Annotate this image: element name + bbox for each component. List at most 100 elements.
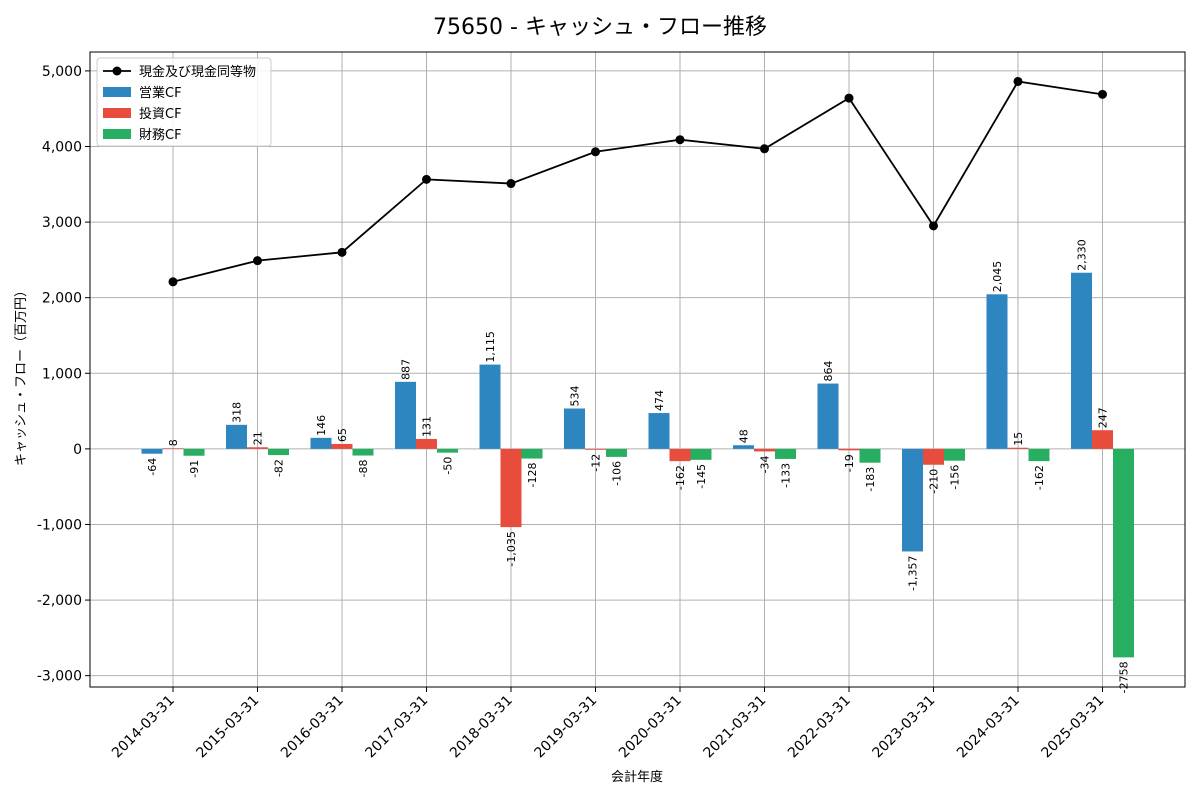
y-tick-label: -3,000 bbox=[37, 669, 82, 685]
bar-operating bbox=[1071, 272, 1092, 449]
bar-financing bbox=[1113, 448, 1134, 658]
bar-financing bbox=[352, 448, 374, 456]
grid-lines bbox=[90, 52, 1185, 687]
bar-operating bbox=[817, 383, 839, 449]
x-tick-label: 2024-03-31 bbox=[954, 693, 1023, 762]
x-tick-label: 2014-03-31 bbox=[109, 693, 178, 762]
bar-value-label: -82 bbox=[273, 459, 286, 477]
x-tick-label: 2017-03-31 bbox=[362, 693, 431, 762]
cash-equivalents-point bbox=[422, 174, 431, 184]
bar-investing bbox=[416, 438, 437, 449]
bar-value-label: 474 bbox=[653, 390, 666, 411]
x-tick-label: 2018-03-31 bbox=[447, 693, 516, 762]
line-layer bbox=[168, 76, 1107, 287]
bar-financing bbox=[944, 448, 965, 461]
bar-value-label: -106 bbox=[611, 461, 624, 486]
y-tick-label: -1,000 bbox=[37, 517, 82, 533]
legend-label: 投資CF bbox=[139, 106, 182, 122]
bar-value-label: -1,035 bbox=[505, 531, 518, 566]
cash-equivalents-line bbox=[172, 80, 1103, 283]
bar-value-label: 48 bbox=[738, 429, 751, 443]
bar-value-label: 65 bbox=[336, 428, 349, 442]
y-axis-ticks: -3,000 -2,000 -1,000 0 1,000 2,000 3,000 4,000 5… bbox=[37, 64, 90, 685]
y-tick-label: 3,000 bbox=[42, 215, 82, 231]
y-tick-label: 5,000 bbox=[42, 64, 82, 80]
bar-investing bbox=[1007, 447, 1029, 449]
bar-value-label: -1,357 bbox=[907, 555, 920, 590]
bar-value-label: -64 bbox=[146, 458, 159, 476]
bar-value-label: 2,330 bbox=[1076, 239, 1089, 271]
cash-equivalents-point bbox=[675, 135, 685, 145]
plot-area bbox=[90, 52, 1185, 687]
legend-bar-swatch bbox=[103, 108, 131, 118]
y-tick-label: 1,000 bbox=[42, 366, 82, 382]
y-tick-label: 4,000 bbox=[42, 139, 82, 155]
bar-value-label: 247 bbox=[1097, 407, 1110, 428]
legend-box bbox=[96, 57, 272, 147]
cash-equivalents-point bbox=[168, 277, 178, 287]
bar-operating bbox=[986, 294, 1008, 449]
bar-value-label: 318 bbox=[231, 402, 244, 423]
bar-financing bbox=[437, 448, 458, 453]
bar-financing bbox=[521, 448, 543, 459]
legend-bar-swatch bbox=[103, 129, 131, 139]
bar-value-label: -88 bbox=[357, 460, 370, 478]
bar-value-label: -162 bbox=[1033, 465, 1046, 490]
x-tick-label: 2023-03-31 bbox=[869, 693, 938, 762]
bar-value-label: -34 bbox=[759, 455, 772, 473]
cash-equivalents-point bbox=[506, 179, 516, 189]
bar-investing bbox=[923, 448, 944, 465]
legend-label: 営業CF bbox=[139, 85, 182, 101]
bar-operating bbox=[648, 413, 670, 449]
bar-value-label: 864 bbox=[822, 361, 835, 382]
bar-financing bbox=[268, 448, 289, 456]
bar-value-label: -210 bbox=[928, 469, 941, 494]
x-tick-label: 2015-03-31 bbox=[193, 693, 262, 762]
bar-value-label: -19 bbox=[843, 454, 856, 472]
bar-value-label: 887 bbox=[400, 359, 413, 380]
bar-operating bbox=[141, 448, 163, 454]
bar-value-label: 15 bbox=[1012, 432, 1025, 446]
cash-equivalents-point bbox=[253, 256, 262, 266]
bar-investing bbox=[838, 448, 860, 451]
x-tick-label: 2020-03-31 bbox=[616, 693, 685, 762]
y-tick-label: -2,000 bbox=[37, 593, 82, 609]
plot-border bbox=[89, 51, 1186, 688]
cash-equivalents-point bbox=[929, 221, 938, 231]
cash-equivalents-point bbox=[760, 144, 769, 154]
bar-value-label: 8 bbox=[167, 439, 180, 446]
bar-operating bbox=[902, 448, 923, 552]
bar-operating bbox=[226, 424, 247, 449]
y-axis-label: キャッシュ・フロー（百万円） bbox=[14, 284, 29, 466]
bar-operating bbox=[564, 408, 585, 449]
legend-bar-swatch bbox=[103, 87, 131, 97]
bar-investing bbox=[247, 447, 268, 449]
bar-financing bbox=[859, 448, 881, 463]
bar-financing bbox=[183, 448, 205, 456]
cash-equivalents-point bbox=[844, 93, 854, 103]
x-tick-label: 2019-03-31 bbox=[531, 693, 600, 762]
bar-value-label: -50 bbox=[442, 457, 455, 475]
cash-equivalents-point bbox=[591, 147, 600, 157]
bar-value-label: -162 bbox=[674, 465, 687, 490]
bar-operating bbox=[310, 437, 332, 449]
cash-equivalents-point bbox=[1013, 76, 1023, 86]
bar-investing bbox=[1092, 430, 1113, 449]
bar-financing bbox=[1028, 448, 1050, 462]
bar-investing bbox=[669, 448, 691, 462]
x-axis-label: 会計年度 bbox=[611, 769, 663, 785]
bar-value-label: 131 bbox=[421, 416, 434, 437]
bar-value-label: 21 bbox=[252, 431, 265, 445]
chart-title: 75650 - キャッシュ・フロー推移 bbox=[433, 15, 767, 40]
bar-financing bbox=[775, 448, 796, 459]
x-axis-ticks: 2014-03-31 2015-03-31 2016-03-31 2017-03-31… bbox=[109, 687, 1107, 761]
cash-equivalents-point bbox=[1098, 89, 1107, 99]
x-tick-label: 2016-03-31 bbox=[278, 693, 347, 762]
x-tick-label: 2021-03-31 bbox=[700, 693, 769, 762]
bar-value-label: -2758 bbox=[1118, 661, 1131, 693]
bar-value-label: -183 bbox=[864, 467, 877, 492]
cash-equivalents-point bbox=[337, 247, 347, 257]
legend-label: 財務CF bbox=[139, 128, 182, 143]
